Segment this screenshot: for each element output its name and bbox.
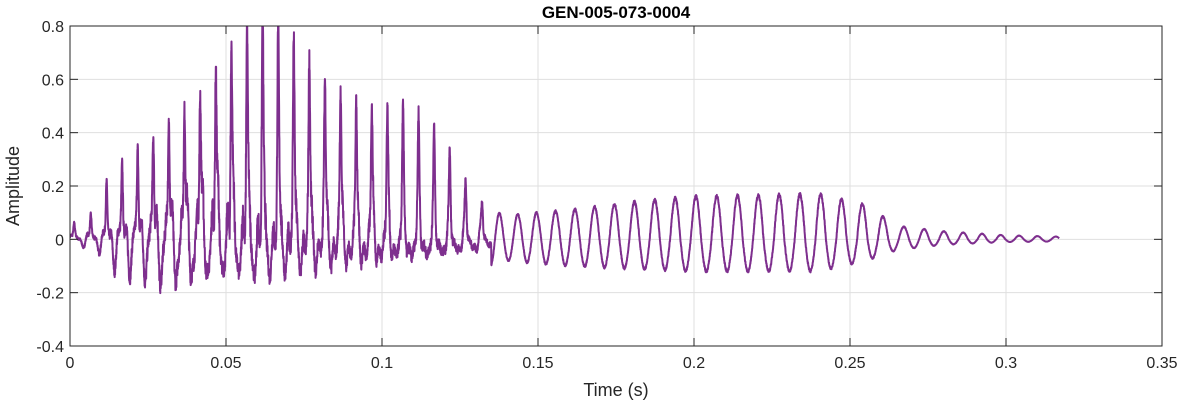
- x-axis-label: Time (s): [583, 380, 648, 400]
- x-tick-labels: 0 0.05 0.1 0.15 0.2 0.25 0.3 0.35: [66, 355, 1178, 372]
- plot-area: [70, 26, 1060, 295]
- y-tick-label: 0.4: [42, 126, 64, 143]
- y-tick-label: 0.2: [42, 179, 64, 196]
- x-tick-label: 0.15: [522, 355, 553, 372]
- y-tick-label: -0.4: [36, 339, 64, 356]
- x-tick-label: 0.1: [371, 355, 393, 372]
- y-tick-label: 0.8: [42, 19, 64, 36]
- y-tick-label: 0: [55, 232, 64, 249]
- y-axis-label: Amplitude: [3, 146, 23, 226]
- tick-layer: [69, 25, 1163, 347]
- x-tick-label: 0.3: [995, 355, 1017, 372]
- x-tick-label: 0: [66, 355, 75, 372]
- x-tick-label: 0.25: [834, 355, 865, 372]
- y-tick-labels: -0.4 -0.2 0 0.2 0.4 0.6 0.8: [36, 19, 64, 356]
- grid-layer: [70, 26, 1162, 346]
- y-tick-label: -0.2: [36, 286, 64, 303]
- x-tick-label: 0.35: [1146, 355, 1177, 372]
- x-tick-label: 0.05: [210, 355, 241, 372]
- x-tick-label: 0.2: [683, 355, 705, 372]
- chart-title: GEN-005-073-0004: [542, 3, 691, 22]
- y-tick-label: 0.6: [42, 72, 64, 89]
- signal-line: [70, 26, 1060, 295]
